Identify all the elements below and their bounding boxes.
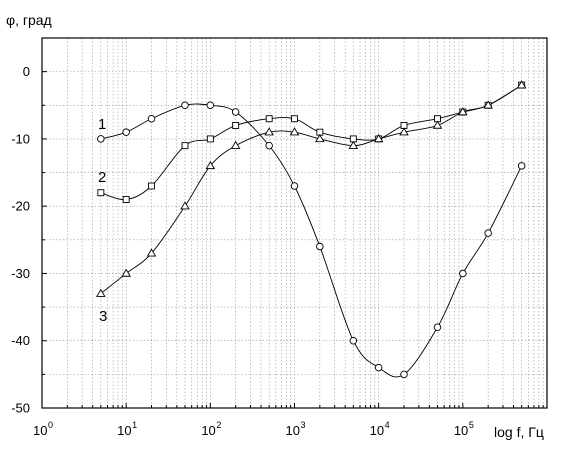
data-point-square: [206, 135, 214, 143]
data-point-circle: [290, 182, 299, 190]
x-tick-label: 10: [117, 423, 131, 438]
data-point-circle: [349, 336, 358, 345]
data-point-square: [291, 115, 298, 123]
data-point-triangle: [373, 134, 384, 143]
data-point-triangle: [315, 134, 325, 143]
data-point-circle: [374, 363, 383, 372]
data-point-triangle: [230, 140, 241, 149]
data-point-circle: [97, 135, 105, 143]
data-point-triangle: [96, 288, 106, 297]
data-point-triangle: [146, 248, 157, 257]
data-point-circle: [484, 229, 492, 237]
y-tick-label: -40: [11, 333, 30, 348]
x-tick-label: 10: [286, 423, 300, 438]
data-point-square: [122, 196, 130, 203]
series-curves: [100, 84, 523, 378]
data-point-triangle: [205, 160, 216, 170]
data-point-triangle: [458, 107, 468, 116]
data-point-square: [232, 122, 240, 129]
grid-lines: [42, 38, 547, 408]
data-point-circle: [147, 114, 156, 123]
y-tick-label: 0: [23, 64, 30, 79]
series-label-1: 1: [98, 116, 106, 133]
y-tick-label: -30: [11, 266, 30, 281]
x-tick-exponent: 4: [385, 420, 390, 430]
data-point-circle: [231, 108, 240, 116]
y-tick-label: -50: [11, 401, 30, 416]
data-point-circle: [459, 269, 467, 278]
data-point-circle: [517, 162, 526, 170]
series-line-1: [100, 103, 523, 378]
data-point-triangle: [432, 120, 443, 129]
data-point-triangle: [180, 201, 190, 210]
data-point-triangle: [264, 127, 274, 136]
data-point-triangle: [399, 127, 409, 136]
data-point-circle: [433, 323, 442, 332]
series-label-2: 2: [98, 169, 106, 186]
data-point-circle: [206, 101, 215, 110]
series-line-2: [100, 84, 522, 200]
data-point-triangle: [516, 80, 527, 89]
data-point-square: [265, 115, 273, 123]
y-axis-label: φ, град: [6, 12, 52, 28]
data-point-circle: [316, 242, 324, 251]
data-point-circle: [181, 101, 189, 110]
x-tick-exponent: 3: [301, 420, 306, 430]
x-tick-label: 10: [454, 423, 468, 438]
data-point-square: [97, 189, 105, 197]
y-tick-label: -20: [11, 199, 30, 214]
x-tick-label: 10: [33, 423, 47, 438]
data-point-circle: [122, 128, 130, 136]
x-tick-exponent: 1: [132, 420, 137, 430]
data-point-square: [181, 142, 189, 150]
data-point-square: [148, 182, 155, 190]
data-point-triangle: [348, 140, 359, 149]
y-tick-label: -10: [11, 131, 30, 146]
data-point-triangle: [289, 127, 300, 136]
data-point-triangle: [483, 100, 493, 109]
series-line-3: [100, 84, 522, 294]
x-tick-exponent: 5: [469, 420, 474, 430]
data-point-triangle: [121, 268, 131, 277]
x-tick-label: 10: [201, 423, 215, 438]
x-tick-exponent: 0: [48, 420, 53, 430]
series-label-3: 3: [99, 308, 107, 325]
data-point-circle: [400, 370, 408, 379]
plot-frame: [41, 37, 548, 409]
x-tick-exponent: 2: [216, 420, 221, 430]
series-markers: [96, 80, 527, 379]
x-axis-label: log f, Гц: [494, 424, 544, 440]
axis-ticks: [42, 37, 544, 408]
data-point-circle: [265, 141, 273, 150]
x-tick-label: 10: [370, 423, 384, 438]
